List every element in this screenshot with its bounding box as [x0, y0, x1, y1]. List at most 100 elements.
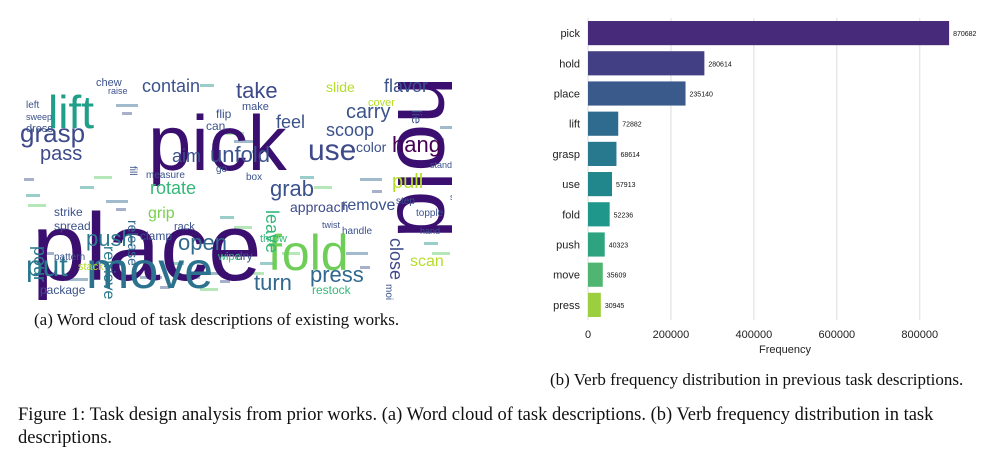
bar [588, 292, 601, 317]
word-cloud-caption: (a) Word cloud of task descriptions of e… [34, 310, 400, 329]
data-label: 235140 [690, 92, 713, 99]
word-cloud-word: place [32, 194, 262, 300]
data-label: 280614 [708, 61, 731, 68]
word-cloud-filler-mark [282, 252, 300, 255]
word-cloud-word: carry [346, 101, 390, 123]
verb-frequency-bar-chart: pick 870682 hold 280614 place 235140 lift 72882… [552, 18, 977, 356]
category-label: place [554, 89, 580, 101]
word-cloud-filler-mark [200, 84, 214, 87]
word-cloud-filler-mark [260, 262, 274, 265]
word-cloud-filler-mark [44, 252, 54, 255]
word-cloud-word: color [356, 139, 387, 155]
word-cloud-word: left [26, 100, 40, 111]
word-cloud-word: release [125, 220, 141, 266]
word-cloud-word: turn [254, 270, 292, 295]
x-tick-label: 200000 [653, 329, 690, 341]
word-cloud-word: sweep [26, 112, 52, 122]
word-cloud-filler-mark [116, 208, 126, 211]
word-cloud-word: flip [216, 107, 232, 121]
word-cloud-filler-mark [434, 138, 444, 141]
word-cloud-word: pass [40, 143, 82, 165]
word-cloud-word: strike [54, 205, 83, 219]
word-cloud-word: retrieve [100, 246, 117, 299]
bar [588, 232, 605, 257]
word-cloud-filler-mark [66, 278, 88, 281]
word-cloud-filler-mark [116, 104, 138, 107]
word-cloud-word: scan [410, 253, 444, 270]
data-label: 68614 [620, 152, 640, 159]
word-cloud-filler-mark [140, 276, 162, 279]
figure-caption: Figure 1: Task design analysis from prio… [18, 405, 934, 448]
word-cloud-word: throw [260, 233, 287, 245]
word-cloud-filler-mark [122, 112, 132, 115]
word-cloud-word: take [236, 78, 278, 103]
word-cloud-filler-mark [220, 280, 230, 283]
word-cloud-word: move [86, 242, 213, 300]
word-cloud-filler-mark [372, 190, 382, 193]
word-cloud-word: rotate [150, 178, 196, 198]
data-label: 30945 [605, 303, 625, 310]
word-cloud-word: wipe [217, 251, 241, 263]
word-cloud-filler-mark [226, 132, 244, 135]
word-cloud-filler-mark [106, 200, 128, 203]
word-cloud-word: moisturize [383, 284, 394, 300]
word-cloud-word: chew [96, 77, 122, 89]
word-cloud-word: grip [148, 205, 175, 222]
x-tick-label: 800000 [901, 329, 938, 341]
word-cloud-word: rack [174, 221, 195, 233]
word-cloud-word: slide [326, 79, 355, 95]
word-cloud-word: dry [236, 249, 253, 263]
word-cloud-word: box [246, 172, 262, 183]
word-cloud-filler-mark [220, 216, 234, 219]
word-cloud-filler-mark [432, 252, 450, 255]
word-cloud-word: topple [416, 208, 444, 219]
word-cloud-filler-mark [200, 288, 218, 291]
word-cloud-word: pick [148, 99, 288, 187]
word-cloud-word: push [86, 226, 134, 251]
word-cloud-word: leave [262, 210, 282, 253]
category-label: use [562, 179, 580, 191]
word-cloud-word: fold [268, 225, 349, 281]
word-cloud-filler-mark [346, 252, 368, 255]
word-cloud-word: lift [48, 86, 94, 138]
word-cloud-word: feel [276, 112, 305, 132]
bar [588, 21, 950, 46]
data-label: 870682 [953, 31, 976, 38]
category-label: move [553, 270, 580, 282]
word-cloud-word: pull [392, 171, 423, 193]
word-cloud-filler-mark [160, 286, 170, 289]
word-cloud-word: put [26, 250, 68, 283]
word-cloud-filler-mark [206, 272, 228, 275]
data-label: 40323 [609, 243, 629, 250]
word-cloud-word: approach [290, 199, 348, 215]
bar [588, 141, 617, 166]
word-cloud-filler-mark [424, 242, 438, 245]
word-cloud-word: aim [172, 146, 201, 166]
category-label: lift [569, 119, 580, 131]
word-cloud-word: set [450, 192, 452, 202]
category-label: push [556, 240, 580, 252]
word-cloud-filler-mark [186, 276, 200, 279]
word-cloud-word: dress [26, 123, 53, 135]
word-cloud-word: spread [54, 219, 91, 233]
word-cloud-filler-mark [26, 194, 40, 197]
word-cloud-filler-mark [252, 150, 262, 153]
category-label: press [553, 300, 580, 312]
word-cloud-filler-mark [24, 178, 34, 181]
word-cloud-word: cover [368, 97, 395, 109]
word-cloud-word: remove [342, 197, 395, 214]
word-cloud-word: handle [342, 226, 372, 237]
word-cloud-word: scoop [326, 120, 374, 140]
word-cloud-word: pattern [54, 252, 85, 263]
bar-chart-caption: (b) Verb frequency distribution in previ… [550, 370, 964, 389]
word-cloud-word: grasp [20, 118, 85, 148]
x-tick-label: 0 [585, 329, 591, 341]
word-cloud-word: go [216, 164, 228, 175]
word-cloud-word: hold [379, 76, 452, 239]
word-cloud-filler-mark [234, 226, 252, 229]
word-cloud-filler-mark [94, 176, 112, 179]
word-cloud-filler-mark [80, 186, 94, 189]
x-axis-label: Frequency [759, 344, 811, 356]
word-cloud-word: hang [392, 132, 441, 157]
